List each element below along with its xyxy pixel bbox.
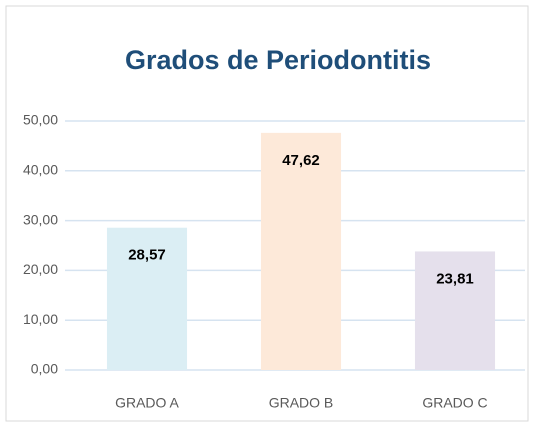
bar xyxy=(414,251,496,370)
chart-title: Grados de Periodontitis xyxy=(125,45,431,75)
x-tick-label: GRADO B xyxy=(269,395,334,411)
data-label: 47,62 xyxy=(282,152,320,169)
data-label: 28,57 xyxy=(128,247,166,264)
x-tick-label: GRADO A xyxy=(115,395,179,411)
bar xyxy=(106,227,188,370)
y-tick-label: 10,00 xyxy=(23,311,58,327)
x-tick-label: GRADO C xyxy=(422,395,487,411)
y-tick-label: 30,00 xyxy=(23,211,58,227)
bar xyxy=(260,132,342,370)
y-tick-label: 0,00 xyxy=(31,361,58,377)
data-label: 23,81 xyxy=(436,270,474,287)
y-tick-label: 40,00 xyxy=(23,162,58,178)
y-tick-label: 50,00 xyxy=(23,112,58,128)
y-tick-label: 20,00 xyxy=(23,261,58,277)
